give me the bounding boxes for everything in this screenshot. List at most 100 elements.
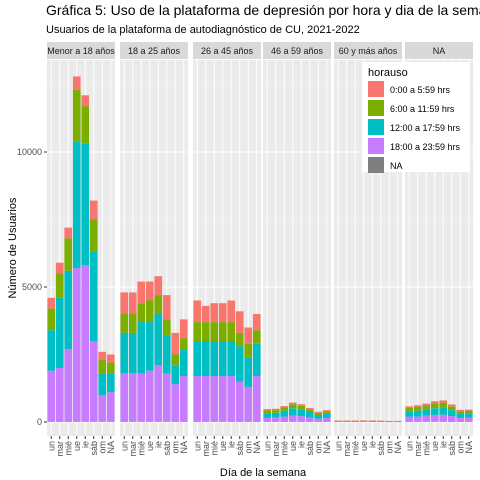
bar-segment [162, 319, 171, 336]
x-tick-label: om [170, 441, 180, 454]
x-tick-label: mié [136, 441, 146, 456]
bar-segment [98, 373, 107, 395]
bar-segment [179, 338, 188, 350]
bar-segment [89, 219, 98, 252]
bar-segment [322, 417, 331, 422]
bar-segment [64, 227, 73, 239]
x-tick-label: mar [128, 441, 138, 457]
bar-segment [128, 314, 137, 333]
x-tick-label: mié [421, 441, 431, 456]
bar-segment [72, 141, 81, 269]
x-tick-label: mar [271, 441, 281, 457]
bar-segment [263, 413, 272, 418]
bar-segment [137, 281, 146, 304]
x-tick-label: mié [350, 441, 360, 456]
bar-segment [351, 420, 360, 422]
x-tick-label: un [262, 441, 272, 451]
x-tick-label: NA [322, 441, 332, 454]
bar-segment [288, 402, 297, 405]
bar-segment [359, 421, 368, 422]
bar-segment [288, 408, 297, 416]
bar-segment [314, 414, 323, 419]
bar-segment [368, 421, 377, 422]
bar-segment [89, 200, 98, 220]
bar-segment [218, 322, 227, 341]
bar-segment [210, 322, 219, 341]
bar-segment [430, 415, 439, 422]
bar-segment [342, 421, 351, 422]
y-tick-label: 10000 [17, 147, 42, 157]
bar-segment [128, 332, 137, 374]
bar-segment [193, 376, 202, 422]
bar-segment [359, 420, 368, 422]
bar-segment [413, 405, 422, 407]
bar-segment [171, 332, 180, 355]
bar-segment [263, 417, 272, 422]
bar-segment [271, 412, 280, 418]
bar-segment [171, 365, 180, 385]
bar-segment [89, 251, 98, 341]
bar-segment [201, 341, 210, 377]
x-tick-label: mié [63, 441, 73, 456]
bar-segment [106, 373, 115, 393]
bar-segment [464, 409, 473, 411]
legend-label: 12:00 a 17:59 hrs [390, 123, 461, 133]
bar-segment [162, 295, 171, 320]
bar-segment [218, 303, 227, 323]
x-tick-label: NA [179, 441, 189, 454]
bar-segment [351, 420, 360, 422]
bar-segment [405, 406, 414, 408]
x-tick-label: sáb [235, 441, 245, 456]
bar-segment [244, 357, 253, 387]
bar-segment [305, 409, 314, 413]
bar-segment [297, 416, 306, 422]
bar-segment [271, 410, 280, 413]
bar-segment [464, 413, 473, 418]
bar-segment [271, 417, 280, 422]
bar-segment [154, 314, 163, 366]
bar-segment [385, 421, 394, 423]
bar-segment [171, 384, 180, 422]
bar-segment [244, 386, 253, 422]
bar-segment [235, 332, 244, 347]
bar-segment [456, 417, 465, 422]
facet-strip [120, 42, 188, 59]
bar-segment [314, 412, 323, 415]
bar-segment [81, 265, 90, 422]
bar-segment [297, 405, 306, 410]
x-axis-title: Día de la semana [220, 467, 307, 479]
bar-segment [297, 404, 306, 406]
bar-segment [464, 410, 473, 414]
bar-segment [227, 300, 236, 323]
bar-segment [210, 341, 219, 377]
bar-segment [280, 407, 289, 411]
bar-segment [179, 376, 188, 422]
facet-strip-label: NA [433, 46, 446, 56]
x-tick-label: un [119, 441, 129, 451]
x-tick-label: mié [209, 441, 219, 456]
x-tick-label: mar [201, 441, 211, 457]
bar-segment [447, 410, 456, 417]
panel-background [263, 60, 331, 436]
bar-segment [393, 420, 402, 422]
bar-segment [280, 416, 289, 422]
x-tick-label: sáb [89, 441, 99, 456]
bar-segment [106, 354, 115, 363]
bar-segment [288, 404, 297, 409]
y-axis-title: Número de Usuarios [7, 197, 19, 298]
bar-segment [280, 410, 289, 417]
legend-label: 6:00 a 11:59 hrs [390, 104, 455, 114]
x-tick-label: ue [288, 441, 298, 451]
bar-segment [120, 314, 129, 333]
bar-segment [244, 327, 253, 344]
bar-segment [47, 308, 56, 331]
bar-segment [413, 406, 422, 411]
bar-segment [464, 417, 473, 422]
bar-segment [305, 412, 314, 418]
legend-label: 18:00 a 23:59 hrs [390, 142, 461, 152]
bar-segment [64, 270, 73, 350]
bar-segment [405, 411, 414, 417]
legend-label: 0:00 a 5:59 hrs [390, 85, 451, 95]
bar-segment [422, 409, 431, 416]
bar-segment [405, 416, 414, 422]
